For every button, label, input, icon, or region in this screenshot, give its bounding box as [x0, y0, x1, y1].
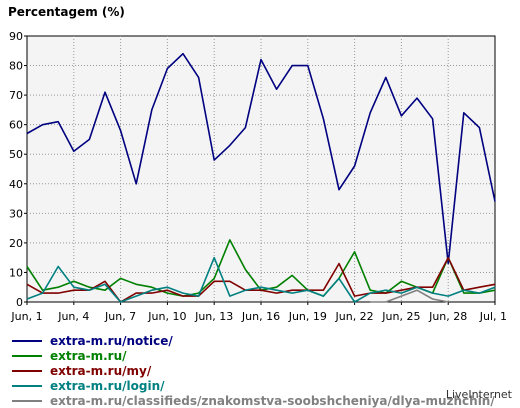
legend-label: extra-m.ru/notice/ — [50, 333, 173, 348]
y-tick-label: 50 — [9, 148, 23, 161]
legend-swatch — [12, 384, 42, 387]
x-tick-label: Jun, 4 — [57, 310, 89, 323]
x-tick-label: Jun, 28 — [428, 310, 467, 323]
x-tick-label: Jun, 16 — [241, 310, 280, 323]
legend-swatch — [12, 339, 42, 342]
legend-label: extra-m.ru/ — [50, 348, 127, 363]
x-tick-label: Jun, 10 — [147, 310, 186, 323]
x-tick-label: Jun, 19 — [288, 310, 327, 323]
legend-item-3: extra-m.ru/my/ — [12, 363, 495, 378]
legend-item-2: extra-m.ru/ — [12, 348, 495, 363]
y-tick-label: 20 — [9, 237, 23, 250]
y-tick-label: 90 — [9, 30, 23, 43]
legend-swatch — [12, 399, 42, 402]
y-tick-label: 10 — [9, 266, 23, 279]
series-line-1 — [26, 52, 496, 265]
legend-label: extra-m.ru/my/ — [50, 363, 152, 378]
watermark: LiveInternet — [445, 388, 512, 401]
x-tick-label: Jun, 25 — [381, 310, 420, 323]
y-tick-label: 30 — [9, 207, 23, 220]
y-tick-label: 80 — [9, 60, 23, 73]
legend-label: extra-m.ru/login/ — [50, 378, 165, 393]
legend-swatch — [12, 369, 42, 372]
legend-label: extra-m.ru/classifieds/znakomstva-soobsh… — [50, 393, 495, 408]
legend-item-5: extra-m.ru/classifieds/znakomstva-soobsh… — [12, 393, 495, 408]
legend-item-4: extra-m.ru/login/ — [12, 378, 495, 393]
legend: extra-m.ru/notice/extra-m.ru/extra-m.ru/… — [12, 333, 495, 408]
series-line-5 — [370, 289, 449, 303]
x-tick-label: Jun, 7 — [104, 310, 136, 323]
y-tick-label: 0 — [16, 296, 23, 309]
y-axis: 0 10 20 30 40 50 60 70 80 90 — [9, 30, 27, 309]
x-tick-label: Jun, 22 — [335, 310, 374, 323]
chart-title: Percentagem (%) — [8, 5, 125, 19]
x-tick-label: Jun, 1 — [10, 310, 42, 323]
y-tick-label: 70 — [9, 89, 23, 102]
legend-item-1: extra-m.ru/notice/ — [12, 333, 495, 348]
x-tick-label: Jul, 1 — [479, 310, 507, 323]
series-line-4 — [26, 256, 496, 303]
x-axis: Jun, 1 Jun, 4 Jun, 7 Jun, 10 Jun, 13 Jun, 16 J… — [10, 302, 507, 323]
y-tick-label: 60 — [9, 119, 23, 132]
legend-swatch — [12, 354, 42, 357]
x-tick-label: Jun, 13 — [194, 310, 233, 323]
line-chart: Percentagem (%) 0 10 20 30 40 50 60 70 80 90 Jun,… — [8, 5, 507, 323]
y-tick-label: 40 — [9, 178, 23, 191]
grid — [27, 36, 495, 302]
series-lines — [26, 52, 496, 303]
